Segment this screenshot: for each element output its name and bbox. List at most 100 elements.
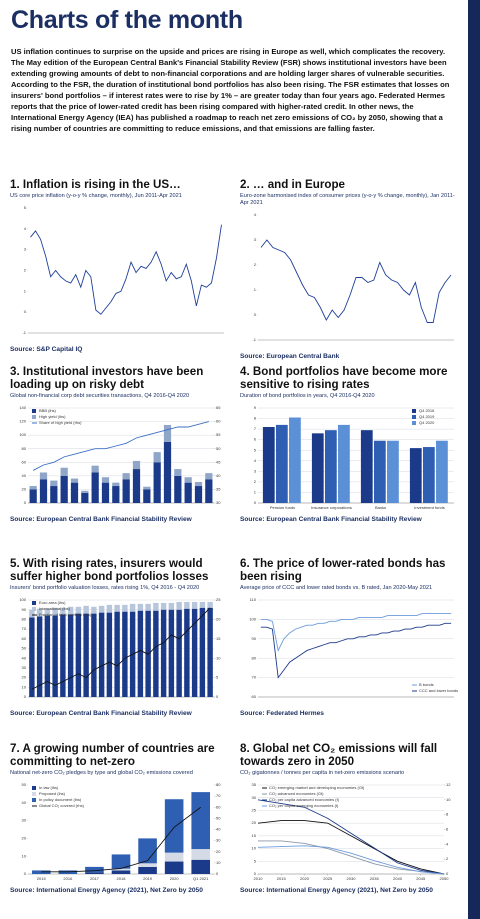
y-tick-label: 0 [254,500,257,505]
bar [122,604,128,612]
y-tick-label: 80 [22,616,27,621]
chart-panel: 7. A growing number of countries are com… [10,742,232,894]
bar [324,430,337,503]
bar [70,478,79,483]
bar [143,489,151,503]
bar [174,475,182,503]
bar [409,448,422,503]
intro-text: US inflation continues to surprise on th… [11,47,450,133]
y-tick-label: 10 [22,684,27,689]
bar [114,611,120,697]
y2-tick-label: 10 [216,860,221,865]
x-tick-label: 2035 [370,876,380,881]
y2-tick-label: 0 [216,694,219,699]
x-tick-label: 2020 [170,876,180,881]
y-tick-label: 5 [24,205,27,210]
bar [436,440,448,503]
bar [145,603,151,611]
bar [191,792,211,850]
bar [60,607,66,615]
y-tick-label: 30 [252,795,257,800]
bar [111,870,131,874]
y-tick-label: 110 [250,597,257,602]
y2-tick-label: 40 [216,827,221,832]
bar [205,479,213,503]
y2-tick-label: 40 [216,473,221,478]
x-tick-label: 2010 [254,876,264,881]
y2-tick-label: 4 [446,841,449,846]
legend-label: In policy document (lhs) [39,797,82,802]
y-tick-label: 15 [252,833,257,838]
page-title: Charts of the month [11,6,243,34]
bar [101,482,110,503]
y2-tick-label: 60 [216,419,221,424]
bar [184,477,192,483]
series-line [31,607,211,690]
bar [52,615,58,697]
chart-panel: 3. Institutional investors have been loa… [10,365,232,523]
bar [138,866,157,874]
y-tick-label: 60 [22,459,27,464]
bar [39,472,48,480]
bar [191,859,211,874]
x-tick-label: Banks [375,505,386,510]
chart-subtitle: Average price of CCC and lower rated bon… [240,585,433,591]
legend-swatch [32,798,36,802]
y-tick-label: 120 [19,419,26,424]
bar [143,486,151,490]
bar [163,441,172,503]
y-tick-label: 0 [24,871,27,876]
series-line [260,622,452,679]
series-line [32,421,209,471]
bar [387,440,399,503]
legend-label: CO₂ per capita emerging economies (t) [269,803,339,808]
y-tick-label: 20 [22,675,27,680]
bar [207,601,213,608]
chart-source: Source: Federated Hermes [240,710,324,717]
legend-swatch [412,409,416,413]
y-tick-label: 20 [22,486,27,491]
bar [39,479,48,503]
chart-title: 7. A growing number of countries are com… [10,742,215,768]
bar [289,417,301,503]
legend-label: CCC and lower bonds [419,688,458,693]
y2-tick-label: 0 [216,871,219,876]
chart-subtitle: Euro-zone harmonised index of consumer p… [240,193,455,206]
bar [101,477,110,483]
bar [164,861,184,874]
chart-title: 4. Bond portfolios have become more sens… [240,365,448,391]
series-line [41,806,201,873]
chart-panel: 2. … and in Europe Euro-zone harmonised i… [240,178,462,360]
x-tick-label: Q1 2021 [193,876,209,881]
bar [50,480,58,487]
x-tick-label: Investment funds [414,505,444,510]
y2-tick-label: 45 [216,459,221,464]
legend-label: International (lhs) [39,606,71,611]
bar [91,613,97,697]
bar [114,604,120,612]
bar [106,612,113,697]
legend-label: BBB (lhs) [39,408,57,413]
legend-label: Q4 2020 [419,420,435,425]
y-tick-label: 3 [254,237,257,242]
bar [360,430,373,503]
y2-tick-label: 25 [216,597,221,602]
bar [191,849,211,860]
bar [191,601,198,609]
bar [85,872,104,874]
y-tick-label: 4 [254,458,257,463]
y-tick-label: 2 [24,268,27,273]
y-tick-label: 100 [19,432,26,437]
bar [163,424,172,442]
y-tick-label: -1 [252,337,256,342]
chart-title: 3. Institutional investors have been loa… [10,365,204,391]
y-tick-label: 70 [22,626,27,631]
chart-subtitle: CO₂ gigatonnes / tonnes per capita in ne… [240,770,405,776]
y-tick-label: 100 [19,597,26,602]
x-tick-label: 2017 [90,876,100,881]
chart-title: 8. Global net CO₂ emissions will fall to… [240,742,438,768]
bar [98,605,105,613]
legend-label: Fraction of total portfolio (rhs) [39,612,92,617]
